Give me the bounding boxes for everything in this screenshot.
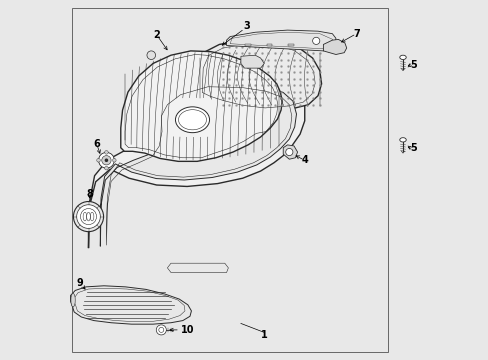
Polygon shape (196, 40, 321, 111)
Polygon shape (88, 73, 304, 248)
Text: 9: 9 (76, 278, 83, 288)
Circle shape (312, 37, 319, 44)
Bar (287, 44, 293, 46)
Text: 10: 10 (180, 325, 194, 335)
Circle shape (97, 158, 100, 162)
Circle shape (77, 205, 100, 228)
Polygon shape (241, 55, 264, 68)
Text: 4: 4 (301, 155, 307, 165)
Text: 2: 2 (153, 30, 160, 40)
Text: 8: 8 (86, 189, 93, 199)
Polygon shape (283, 145, 297, 159)
Circle shape (156, 325, 166, 335)
Polygon shape (323, 40, 346, 54)
Circle shape (104, 158, 108, 162)
Text: 5: 5 (409, 60, 416, 70)
Ellipse shape (399, 55, 406, 59)
Bar (244, 44, 250, 46)
Polygon shape (167, 263, 228, 273)
Polygon shape (226, 30, 335, 51)
Text: 1: 1 (260, 330, 267, 340)
Text: 3: 3 (243, 21, 249, 31)
Ellipse shape (175, 107, 209, 133)
Polygon shape (70, 286, 191, 324)
Circle shape (104, 166, 108, 170)
Text: 6: 6 (93, 139, 100, 149)
Circle shape (73, 202, 103, 231)
Text: 7: 7 (352, 29, 359, 39)
Polygon shape (100, 82, 296, 246)
Circle shape (102, 156, 111, 165)
Ellipse shape (71, 293, 75, 307)
Circle shape (112, 158, 116, 162)
Ellipse shape (399, 138, 406, 142)
Circle shape (99, 152, 114, 168)
Circle shape (285, 148, 292, 156)
Text: 5: 5 (409, 143, 416, 153)
Circle shape (147, 51, 155, 59)
Bar (266, 44, 272, 46)
Circle shape (104, 150, 108, 154)
Polygon shape (121, 51, 282, 161)
